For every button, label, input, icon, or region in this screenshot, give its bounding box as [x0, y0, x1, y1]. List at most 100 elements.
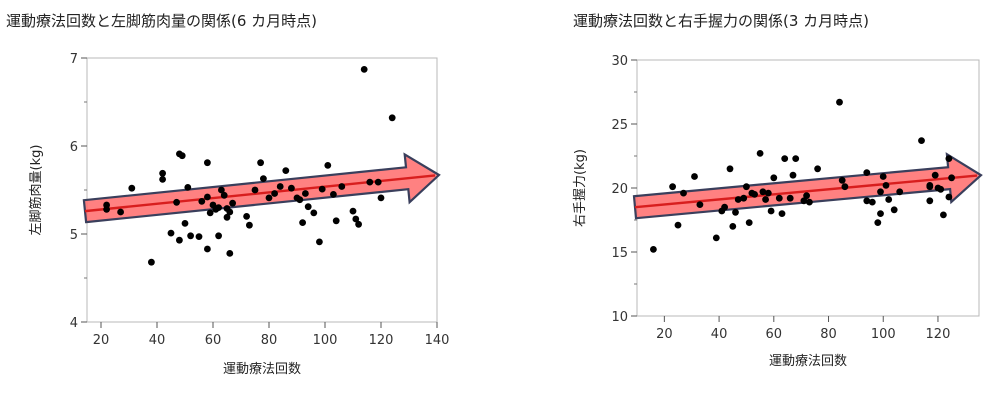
scatter-point — [338, 183, 346, 190]
scatter-point — [176, 236, 183, 244]
scatter-point — [786, 194, 794, 202]
scatter-point — [276, 183, 284, 190]
scatter-point — [251, 186, 259, 194]
scatter-point — [781, 155, 789, 163]
scatter-point — [215, 232, 223, 240]
x-axis-label: 運動療法回数 — [769, 354, 847, 369]
scatter-point — [926, 197, 934, 205]
y-tick-label: 6 — [70, 140, 78, 155]
scatter-point — [874, 219, 882, 227]
scatter-point — [931, 171, 939, 179]
scatter-point — [740, 194, 748, 202]
y-axis-label: 左脚筋肉量(kg) — [28, 145, 44, 236]
scatter-point — [243, 213, 251, 220]
scatter-point — [324, 162, 332, 169]
scatter-point — [712, 234, 720, 242]
scatter-point — [103, 201, 110, 209]
y-tick-label: 10 — [611, 310, 628, 325]
scatter-point — [918, 137, 925, 145]
scatter-point — [838, 176, 846, 184]
scatter-point — [159, 176, 167, 183]
y-tick-label: 15 — [611, 246, 628, 261]
x-tick-label: 20 — [656, 327, 673, 342]
scatter-point — [945, 155, 953, 163]
scatter-point — [650, 246, 657, 253]
scatter-point — [879, 173, 887, 180]
y-tick-label: 20 — [611, 182, 628, 197]
scatter-point — [937, 185, 945, 193]
scatter-point — [770, 174, 778, 182]
chart-left: 運動療法回数と左脚筋肉量の関係(6 カ月時点) 4 5 6 7 20 40 60 80 100 1… — [0, 0, 500, 414]
scatter-point — [167, 229, 175, 237]
scatter-point — [868, 198, 876, 206]
scatter-point — [360, 66, 368, 73]
scatter-point — [696, 201, 704, 209]
scatter-point — [792, 155, 800, 163]
scatter-point — [349, 207, 357, 215]
scatter-point — [691, 173, 698, 180]
scatter-point — [734, 196, 742, 203]
scatter-point — [926, 183, 934, 191]
scatter-point — [198, 198, 206, 205]
scatter-point — [159, 169, 167, 177]
x-tick-label: 40 — [711, 327, 728, 342]
scatter-point — [778, 210, 786, 218]
scatter-point — [316, 238, 323, 246]
scatter-point — [220, 191, 228, 199]
y-axis-label: 右手握力(kg) — [573, 149, 588, 227]
x-tick-label: 100 — [313, 333, 338, 348]
scatter-point — [299, 219, 306, 227]
scatter-point — [732, 208, 739, 216]
scatter-point — [229, 199, 237, 207]
chart-title-right: 運動療法回数と右手握力の関係(3 カ月時点) — [573, 12, 870, 30]
scatter-point — [945, 193, 953, 201]
scatter-point — [759, 188, 767, 196]
chart-right: 運動療法回数と右手握力の関係(3 カ月時点) 10 15 20 25 30 20 40 60 8… — [555, 0, 1001, 414]
scatter-point — [173, 198, 181, 206]
scatter-point — [726, 165, 734, 173]
scatter-point — [374, 178, 382, 186]
scatter-plot-right: 10 15 20 25 30 20 40 60 80 100 120 運動療法回数 右手握力(kg) — [573, 54, 983, 369]
scatter-point — [756, 150, 764, 157]
scatter-point — [302, 190, 309, 197]
scatter-plot-left: 4 5 6 7 20 40 60 80 100 120 140 運動療法回数 左脚筋肉量(kg) — [28, 52, 449, 377]
scatter-point — [265, 194, 273, 202]
scatter-point — [743, 183, 750, 191]
scatter-point — [863, 169, 871, 177]
scatter-point — [841, 183, 849, 191]
scatter-point — [181, 220, 189, 227]
chart-title-left: 運動療法回数と左脚筋肉量の関係(6 カ月時点) — [6, 12, 318, 30]
y-tick-label: 7 — [70, 52, 78, 67]
scatter-point — [377, 194, 385, 202]
scatter-point — [246, 221, 253, 229]
scatter-point — [330, 191, 337, 198]
scatter-point — [117, 208, 124, 216]
scatter-point — [257, 159, 264, 167]
scatter-point — [184, 184, 192, 191]
x-axis-label: 運動療法回数 — [223, 362, 301, 377]
scatter-point — [204, 193, 211, 201]
scatter-point — [836, 98, 843, 106]
scatter-point — [271, 190, 278, 197]
scatter-point — [310, 209, 318, 217]
scatter-point — [366, 178, 374, 186]
scatter-point — [800, 197, 808, 205]
scatter-point — [896, 188, 904, 196]
trend-arrow — [82, 152, 441, 224]
scatter-point — [148, 258, 155, 266]
y-tick-label: 4 — [70, 316, 78, 331]
scatter-point — [215, 204, 223, 212]
scatter-point — [751, 191, 758, 198]
scatter-point — [764, 189, 772, 197]
scatter-point — [332, 217, 340, 225]
scatter-point — [745, 219, 753, 227]
scatter-point — [729, 223, 737, 230]
trend-line — [634, 174, 978, 209]
y-tick-label: 5 — [70, 228, 78, 243]
scatter-point — [674, 221, 682, 229]
scatter-point — [762, 196, 769, 203]
scatter-point — [195, 233, 203, 241]
scatter-point — [789, 171, 797, 179]
scatter-point — [814, 165, 821, 173]
scatter-point — [877, 188, 884, 196]
